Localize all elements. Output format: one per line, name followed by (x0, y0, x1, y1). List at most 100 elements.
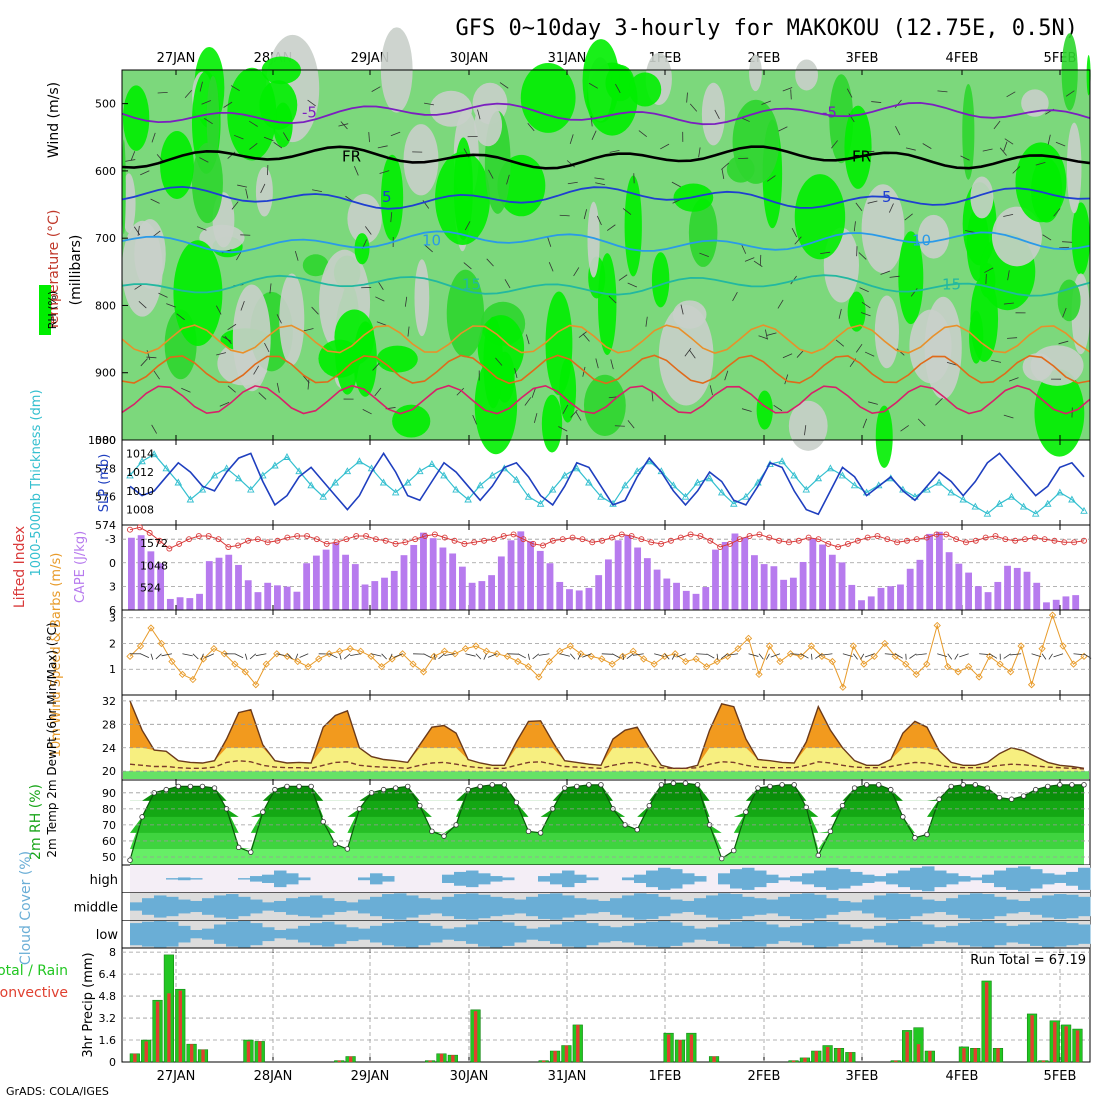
thickness-marker (802, 485, 811, 493)
cloud-cell (970, 893, 983, 920)
wind-tick-label: 2 (109, 637, 116, 650)
wind-barb (140, 358, 148, 367)
wind-barb (947, 653, 953, 660)
wind-speed-marker (986, 652, 994, 661)
lifted-index-marker (540, 542, 547, 549)
wind-axis-label: Wind (m/s) (46, 82, 62, 158)
thickness-marker (319, 492, 327, 500)
rh-patch (1066, 122, 1082, 214)
thickness-axis-label: 1000-500mb Thickness (dm) (29, 389, 44, 576)
precip-convective-bar (564, 1045, 569, 1062)
temp-axis-label: 2m Temp 2m DewPt (6hr Min/Max) (°C) (45, 622, 59, 857)
lifted-index-marker (982, 534, 989, 541)
cloud-cell (202, 928, 215, 940)
thickness-marker (995, 499, 1004, 507)
rh-marker (984, 785, 991, 791)
wind-barb (888, 203, 894, 213)
cape-tick-label: 524 (140, 582, 161, 595)
wind-speed-marker (157, 639, 166, 648)
cloud-cell (478, 921, 491, 947)
wind-barb (311, 306, 319, 315)
cloud-cell (706, 927, 719, 942)
precip-tick-label: 8 (109, 946, 116, 959)
wind-barb (766, 653, 770, 660)
precip-convective-bar (1075, 1030, 1080, 1062)
thickness-marker (283, 453, 291, 460)
cloud-cell (814, 870, 827, 888)
wind-speed-marker (178, 670, 187, 679)
wind-barb (276, 314, 282, 324)
cloud-cell (958, 923, 971, 946)
lifted-index-marker (736, 536, 743, 543)
rh-marker (332, 841, 338, 847)
rh-marker (1057, 782, 1063, 788)
cloud-cell (1054, 921, 1067, 947)
wind-barb (192, 653, 199, 660)
thickness-marker (452, 485, 460, 493)
rh-marker (731, 847, 737, 854)
wind-barb (495, 357, 503, 366)
temp-tick-label: 28 (102, 718, 116, 731)
rh-patch (701, 82, 726, 146)
cape-bar (585, 587, 593, 610)
cloud-cell (1078, 896, 1091, 917)
rh-patch (582, 39, 620, 123)
wind-barb (915, 653, 927, 656)
cape-bar (712, 549, 719, 610)
cloud-cell (610, 927, 623, 942)
cape-bar (984, 592, 992, 610)
cloud-cell (646, 921, 659, 947)
cloud-cell (166, 921, 179, 947)
wind-barb (377, 145, 388, 149)
wind-speed-marker (273, 650, 281, 658)
rh-marker (1032, 786, 1039, 793)
wind-barb (727, 653, 739, 656)
wind-barb (937, 90, 948, 93)
wind-barb (608, 295, 617, 304)
wind-barb (770, 653, 781, 658)
wind-speed-marker (681, 657, 690, 666)
precip-axis-label: 3hr Precip (mm) (81, 952, 96, 1057)
thickness-marker (186, 495, 195, 503)
wind-barb (660, 143, 670, 150)
cape-bar (916, 559, 924, 610)
wind-barb (578, 331, 588, 338)
lifted-index-marker (333, 539, 340, 546)
wind-barb (790, 89, 792, 100)
wind-speed-marker (493, 650, 501, 658)
wind-barb (151, 424, 158, 434)
lifted-index-marker (785, 539, 792, 546)
rh-marker (863, 782, 870, 788)
wind-barb (588, 82, 598, 89)
cloud-cell (634, 923, 647, 946)
wind-speed-marker (776, 657, 784, 666)
wind-speed-marker (744, 634, 753, 642)
cloud-cell (1030, 869, 1043, 889)
thickness-marker (1068, 495, 1076, 503)
isotherm-label: FR (852, 147, 871, 165)
wind-speed-marker (598, 655, 606, 663)
wind-barb (379, 170, 390, 174)
wind-barb (758, 653, 764, 660)
cloud-cell (778, 927, 791, 942)
wind-speed-marker (461, 644, 470, 653)
precip-tick-label: 0 (109, 1056, 116, 1069)
precip-convective-bar (825, 1046, 830, 1062)
cape-bar (887, 586, 895, 610)
wind-barb (354, 166, 359, 176)
thickness-marker (681, 492, 690, 500)
cloud-cell (562, 921, 575, 947)
cloud-cell (862, 928, 875, 940)
rh2m-panel: 50 60 70 80 90 2m RH (%) (28, 779, 1091, 866)
wind-barb (784, 374, 789, 385)
rh-marker (248, 849, 254, 855)
wind-speed-marker (315, 655, 323, 663)
thickness-marker (705, 474, 714, 482)
bottom-date-axis: 27JAN 28JAN 29JAN 30JAN 31JAN 1FEB 2FEB 3FEB 4FE… (157, 1069, 1077, 1084)
wind-barb (905, 147, 916, 151)
temp-tick-label: 20 (102, 765, 116, 778)
wind-barb (766, 332, 777, 336)
cloud-cell (802, 873, 815, 885)
y-tick-label: 700 (95, 232, 116, 245)
rh-marker (694, 782, 701, 788)
